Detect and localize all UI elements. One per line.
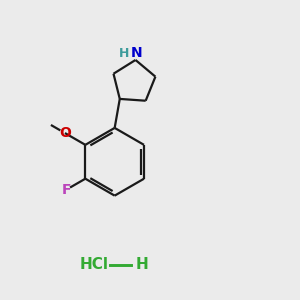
- Text: H: H: [135, 257, 148, 272]
- Text: H: H: [119, 47, 130, 60]
- Text: N: N: [131, 46, 143, 60]
- Text: HCl: HCl: [80, 257, 109, 272]
- Text: O: O: [59, 126, 71, 140]
- Text: F: F: [61, 183, 71, 197]
